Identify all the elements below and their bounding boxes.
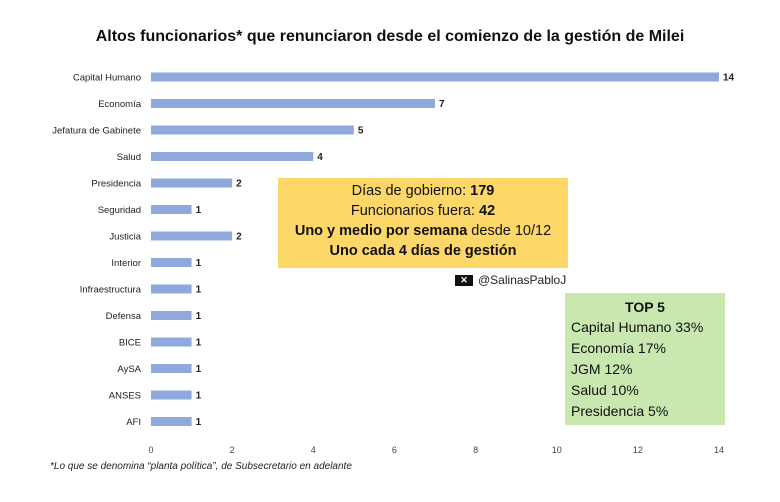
author-handle-text: @SalinasPabloJ	[478, 273, 567, 287]
top5-item: Presidencia 5%	[571, 403, 669, 419]
info-days: Días de gobierno: 179	[278, 181, 568, 201]
top5-title: TOP 5	[625, 299, 665, 315]
top5-item: Salud 10%	[571, 382, 639, 398]
bar	[151, 178, 233, 188]
footnote-prefix: *Lo que se denomina	[50, 461, 148, 472]
data-label: 1	[196, 258, 202, 269]
info-officials-value: 42	[479, 203, 496, 219]
x-tick-label: 10	[552, 445, 562, 455]
category-label: Interior	[111, 258, 141, 269]
category-label: Seguridad	[98, 205, 141, 216]
category-label: Defensa	[106, 311, 142, 322]
footnote-term: “planta política”	[147, 461, 216, 472]
info-officials: Funcionarios fuera: 42	[278, 201, 568, 221]
bar	[151, 99, 435, 108]
data-label: 2	[236, 232, 242, 243]
info-frequency-value: Uno cada 4 días de gestión	[329, 243, 517, 259]
bar	[151, 258, 192, 267]
bar	[151, 72, 719, 82]
bar	[151, 152, 314, 161]
data-label: 4	[317, 152, 323, 163]
category-label: AySA	[117, 364, 141, 375]
footnote-suffix: , de Subsecretario en adelante	[215, 461, 352, 472]
x-tick-label: 2	[230, 445, 235, 455]
x-tick-label: 4	[311, 445, 316, 455]
bar	[151, 417, 192, 426]
x-tick-label: 0	[148, 445, 153, 455]
data-label: 1	[196, 391, 202, 402]
x-logo-icon: ✕	[455, 274, 473, 286]
category-label: Salud	[117, 152, 141, 163]
bar	[151, 125, 354, 135]
top5-item: Capital Humano 33%	[571, 319, 704, 335]
x-tick-label: 14	[714, 445, 724, 455]
info-rate-since: desde 10/12	[467, 223, 552, 239]
data-label: 1	[196, 417, 202, 428]
top5-item: Economía 17%	[571, 340, 666, 356]
category-label: ANSES	[109, 391, 141, 402]
bar	[151, 364, 192, 373]
category-label: Presidencia	[91, 179, 141, 190]
bar	[151, 284, 192, 294]
bar	[151, 337, 192, 347]
bar	[151, 231, 233, 241]
data-label: 5	[358, 126, 364, 137]
category-label: Economía	[98, 99, 141, 110]
top5-box: TOP 5 Capital Humano 33% Economía 17% JG…	[565, 293, 725, 425]
x-tick-label: 6	[392, 445, 397, 455]
category-label: BICE	[119, 338, 141, 349]
x-tick-label: 8	[473, 445, 478, 455]
x-tick-label: 12	[633, 445, 643, 455]
data-label: 1	[196, 205, 202, 216]
data-label: 2	[236, 179, 242, 190]
footnote: *Lo que se denomina “planta política”, d…	[50, 461, 352, 472]
top5-item: JGM 12%	[571, 361, 633, 377]
category-label: Jefatura de Gabinete	[52, 126, 141, 137]
info-box: Días de gobierno: 179 Funcionarios fuera…	[278, 178, 568, 268]
info-days-value: 179	[470, 183, 495, 199]
bar	[151, 390, 192, 400]
info-officials-label: Funcionarios fuera:	[350, 203, 479, 219]
bar	[151, 205, 192, 214]
info-frequency: Uno cada 4 días de gestión	[278, 241, 568, 261]
category-label: Capital Humano	[73, 73, 141, 84]
info-days-label: Días de gobierno:	[351, 183, 471, 199]
category-label: Infraestructura	[80, 285, 142, 296]
data-label: 1	[196, 285, 202, 296]
info-rate-value: Uno y medio por semana	[294, 223, 468, 239]
bar	[151, 311, 192, 320]
info-rate: Uno y medio por semana desde 10/12	[278, 221, 568, 241]
chart-title: Altos funcionarios* que renunciaron desd…	[95, 28, 685, 45]
author-handle: ✕ @SalinasPabloJ	[455, 273, 566, 287]
category-label: AFI	[126, 417, 141, 428]
category-label: Justicia	[109, 232, 141, 243]
data-label: 14	[723, 73, 735, 84]
data-label: 7	[439, 99, 445, 110]
data-label: 1	[196, 364, 202, 375]
data-label: 1	[196, 311, 202, 322]
data-label: 1	[196, 338, 202, 349]
